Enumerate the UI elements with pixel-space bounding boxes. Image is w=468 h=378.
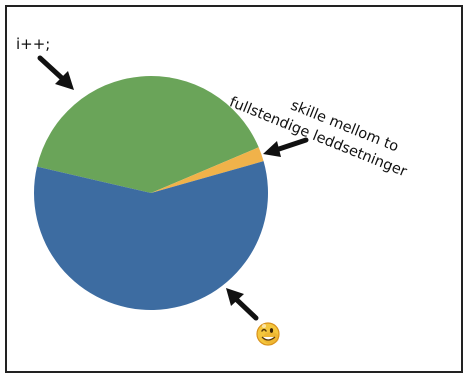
- pie-slice-1: [37, 75, 259, 193]
- arrow-to-green-slice-icon: [37, 55, 74, 90]
- pie-slice-3: [34, 161, 269, 310]
- annotation-arrows: [37, 55, 309, 321]
- pie-slices: [34, 75, 269, 310]
- arrow-to-blue-slice-icon: [226, 288, 259, 321]
- winking-smiley-icon: [256, 322, 280, 346]
- annotation-green-label: i++;: [16, 35, 50, 53]
- arrow-to-orange-slice-icon: [263, 137, 309, 157]
- pie-slice-2: [151, 147, 264, 193]
